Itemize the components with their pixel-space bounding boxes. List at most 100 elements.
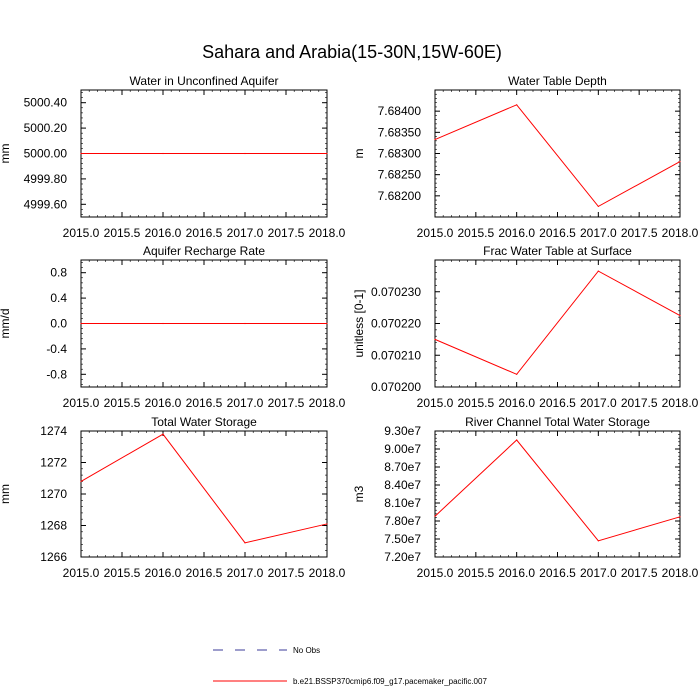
x-tick-label: 2017.0 bbox=[580, 226, 617, 240]
x-tick-label: 2015.0 bbox=[63, 566, 100, 580]
legend-obs-label: No Obs bbox=[293, 646, 320, 655]
x-tick-label: 2015.5 bbox=[457, 396, 494, 410]
y-tick-label: 7.50e7 bbox=[384, 532, 421, 546]
chart-panel-4: Frac Water Table at Surface unitless [0-1… bbox=[352, 244, 699, 410]
x-tick-label: 2017.5 bbox=[621, 396, 658, 410]
panel-title: Total Water Storage bbox=[151, 415, 257, 429]
y-tick-label: 0.070210 bbox=[371, 348, 421, 362]
x-tick-label: 2017.0 bbox=[227, 396, 264, 410]
x-tick-label: 2018.0 bbox=[309, 396, 346, 410]
y-tick-label: 5000.20 bbox=[24, 121, 68, 135]
chart-panel-1: Water in Unconfined Aquifer mm 2015.0 2015.… bbox=[0, 74, 346, 240]
y-tick-label: 1272 bbox=[40, 456, 67, 470]
y-tick-label: 1266 bbox=[40, 550, 67, 564]
y-tick-label: 5000.40 bbox=[24, 96, 68, 110]
y-tick-label: 8.40e7 bbox=[384, 478, 421, 492]
x-tick-label: 2018.0 bbox=[662, 396, 699, 410]
chart-panel-3: Aquifer Recharge Rate mm/d 2015.0 2015.5 201… bbox=[0, 244, 346, 410]
data-point bbox=[516, 104, 518, 106]
x-tick-label: 2016.0 bbox=[498, 226, 535, 240]
x-tick-label: 2018.0 bbox=[309, 226, 346, 240]
y-tick-label: 9.00e7 bbox=[384, 442, 421, 456]
y-tick-label: 1274 bbox=[40, 424, 67, 438]
figure-title: Sahara and Arabia(15-30N,15W-60E) bbox=[202, 42, 502, 62]
x-tick-label: 2016.0 bbox=[145, 396, 182, 410]
x-tick-label: 2015.0 bbox=[417, 396, 454, 410]
x-tick-label: 2016.5 bbox=[539, 226, 576, 240]
series-line bbox=[434, 270, 681, 375]
legend-model-label: b.e21.BSSP370cmip6.f09_g17.pacemaker_pac… bbox=[293, 677, 487, 686]
data-point bbox=[679, 314, 681, 317]
x-tick-label: 2015.0 bbox=[63, 226, 100, 240]
x-tick-label: 2016.5 bbox=[539, 396, 576, 410]
x-tick-label: 2017.5 bbox=[621, 226, 658, 240]
x-tick-label: 2017.0 bbox=[580, 396, 617, 410]
y-tick-label: 1270 bbox=[40, 487, 67, 501]
y-tick-label: 0.070200 bbox=[371, 380, 421, 394]
data-point bbox=[80, 322, 82, 325]
y-tick-label: -0.8 bbox=[46, 367, 67, 381]
x-tick-label: 2015.5 bbox=[457, 566, 494, 580]
panel-title: River Channel Total Water Storage bbox=[465, 415, 650, 429]
data-point bbox=[244, 322, 246, 325]
data-point bbox=[162, 433, 164, 435]
panel-title: Water in Unconfined Aquifer bbox=[130, 74, 279, 88]
x-tick-label: 2016.5 bbox=[539, 566, 576, 580]
x-tick-label: 2016.0 bbox=[145, 226, 182, 240]
x-tick-label: 2016.5 bbox=[186, 226, 223, 240]
data-point bbox=[244, 542, 246, 544]
y-tick-label: 4999.80 bbox=[24, 172, 68, 186]
x-tick-label: 2015.5 bbox=[104, 226, 141, 240]
x-tick-label: 2017.0 bbox=[580, 566, 617, 580]
y-tick-label: 0.8 bbox=[50, 266, 67, 280]
series-line bbox=[434, 439, 681, 542]
y-tick-label: 7.68350 bbox=[378, 125, 422, 139]
panel-title: Aquifer Recharge Rate bbox=[143, 244, 265, 258]
data-point bbox=[679, 160, 681, 163]
chart-panel-6: River Channel Total Water Storage m3 2015.… bbox=[352, 415, 699, 580]
panel-title: Frac Water Table at Surface bbox=[483, 244, 632, 258]
x-tick-label: 2017.5 bbox=[268, 396, 305, 410]
chart-panel-5: Total Water Storage mm 2015.0 2015.5 2016.0 2… bbox=[0, 415, 346, 580]
x-tick-label: 2017.0 bbox=[227, 226, 264, 240]
x-tick-label: 2018.0 bbox=[662, 566, 699, 580]
x-tick-label: 2015.5 bbox=[104, 566, 141, 580]
x-tick-label: 2017.5 bbox=[621, 566, 658, 580]
legend: No Obs b.e21.BSSP370cmip6.f09_g17.pacema… bbox=[213, 646, 487, 686]
y-tick-label: 7.68300 bbox=[378, 147, 422, 161]
x-tick-label: 2017.0 bbox=[227, 566, 264, 580]
data-point bbox=[162, 322, 164, 325]
y-tick-label: 9.30e7 bbox=[384, 424, 421, 438]
data-point bbox=[326, 322, 328, 325]
plot-frame bbox=[80, 430, 328, 558]
y-tick-label: 1268 bbox=[40, 519, 67, 533]
data-point bbox=[597, 270, 599, 272]
series-line bbox=[80, 433, 328, 544]
x-tick-label: 2015.0 bbox=[417, 566, 454, 580]
x-tick-label: 2015.0 bbox=[417, 226, 454, 240]
y-tick-label: 7.80e7 bbox=[384, 514, 421, 528]
x-tick-label: 2016.5 bbox=[186, 396, 223, 410]
series-line bbox=[434, 104, 681, 208]
data-point bbox=[597, 205, 599, 208]
y-tick-label: 0.070230 bbox=[371, 285, 421, 299]
data-point bbox=[80, 152, 82, 155]
y-tick-label: 4999.60 bbox=[24, 197, 68, 211]
chart-panel-2: Water Table Depth m 2015.0 2015.5 2016.0 2016… bbox=[352, 74, 699, 240]
y-tick-label: 8.70e7 bbox=[384, 460, 421, 474]
x-tick-label: 2015.0 bbox=[63, 396, 100, 410]
x-tick-label: 2015.5 bbox=[104, 396, 141, 410]
y-tick-label: 0.4 bbox=[50, 291, 67, 305]
y-tick-label: 7.68400 bbox=[378, 104, 422, 118]
y-tick-label: -0.4 bbox=[46, 342, 67, 356]
data-point bbox=[326, 152, 328, 155]
x-tick-label: 2016.5 bbox=[186, 566, 223, 580]
y-axis-label: m bbox=[352, 149, 366, 159]
data-point bbox=[434, 138, 436, 141]
x-tick-label: 2018.0 bbox=[309, 566, 346, 580]
data-point bbox=[80, 480, 82, 482]
data-point bbox=[679, 516, 681, 518]
x-tick-label: 2018.0 bbox=[662, 226, 699, 240]
